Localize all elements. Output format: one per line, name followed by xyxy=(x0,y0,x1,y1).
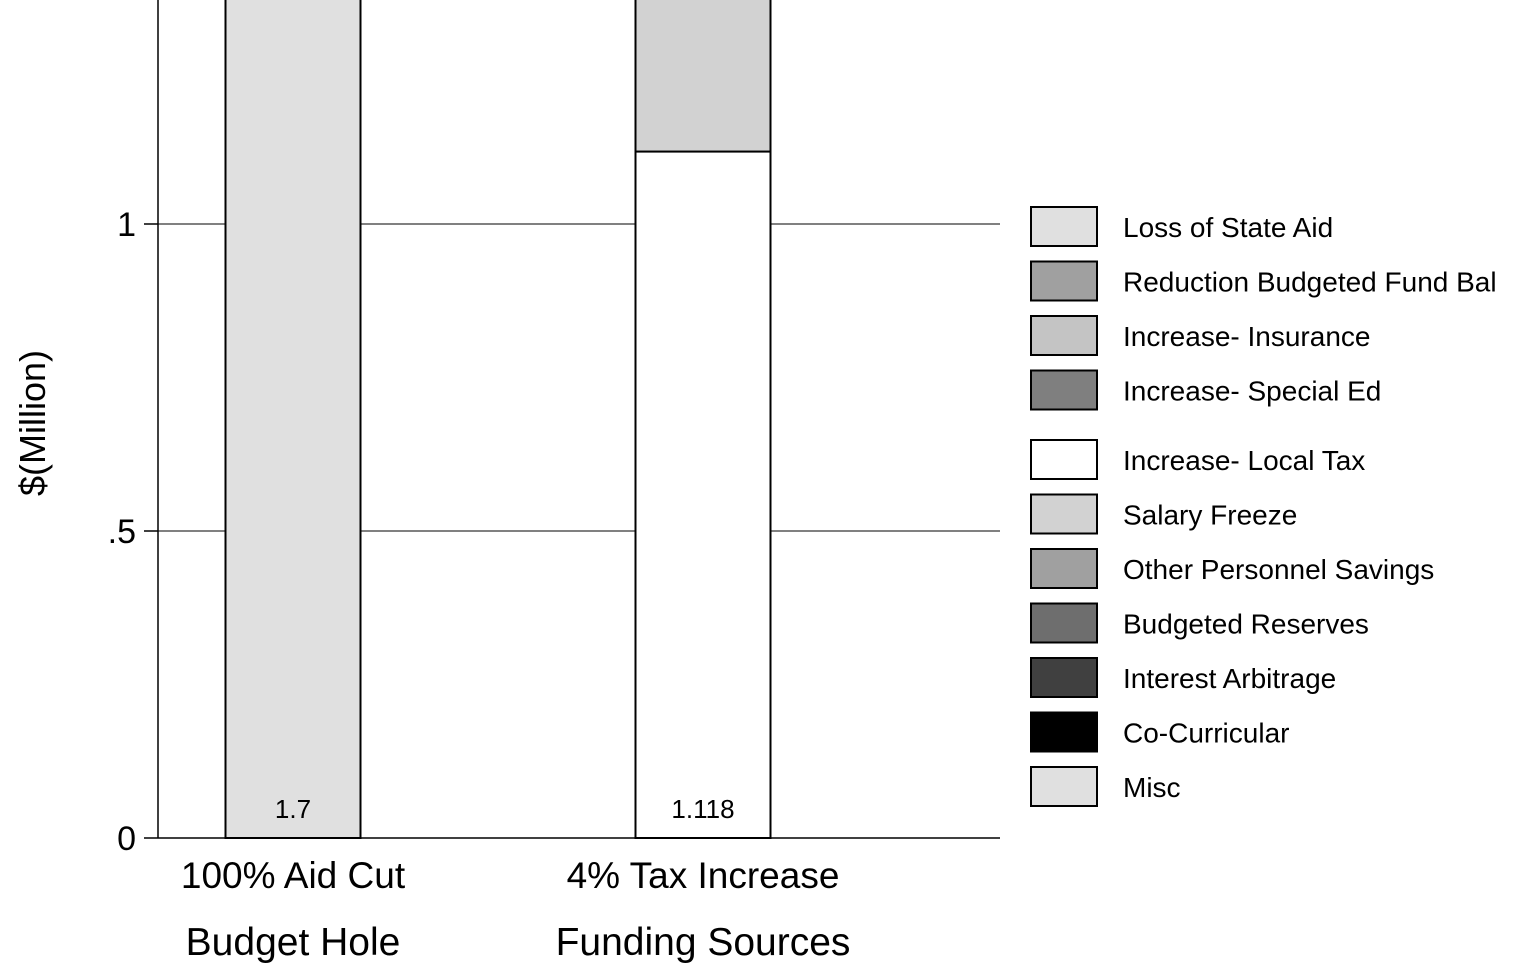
legend-swatch xyxy=(1030,766,1098,807)
bar-value-label: 1.7 xyxy=(275,794,311,824)
legend-swatch xyxy=(1030,493,1098,535)
y-tick-label: .5 xyxy=(108,513,136,551)
legend-label: Other Personnel Savings xyxy=(1123,554,1434,585)
legend-label: Salary Freeze xyxy=(1123,500,1297,531)
legend-swatch xyxy=(1030,711,1098,753)
legend-label: Co-Curricular xyxy=(1123,718,1289,749)
x-category-label: 100% Aid Cut xyxy=(181,855,406,896)
bar-value-label: .525 xyxy=(678,0,729,5)
bars: 1.7.366.361.151.118.525.385.2.2.08.083 xyxy=(224,0,772,840)
bar-segment xyxy=(224,0,362,840)
bar-segment xyxy=(634,150,772,840)
legend-swatch xyxy=(1030,260,1098,302)
legend-swatch xyxy=(1030,657,1098,698)
x-group-label: Budget Hole xyxy=(186,921,401,964)
x-group-label: Funding Sources xyxy=(556,921,851,964)
x-category-label: 4% Tax Increase xyxy=(567,855,840,896)
legend-label: Loss of State Aid xyxy=(1123,212,1333,243)
legend-swatch xyxy=(1030,548,1098,589)
legend-swatch xyxy=(1030,439,1098,480)
legend-label: Budgeted Reserves xyxy=(1123,609,1369,640)
legend-label: Interest Arbitrage xyxy=(1123,663,1336,694)
legend: Loss of State Aid Reduction Budgeted Fund… xyxy=(1030,206,1497,807)
legend-swatch xyxy=(1030,206,1098,247)
legend-swatch xyxy=(1030,602,1098,644)
legend-label: Misc xyxy=(1123,772,1181,803)
bar-value-label: 1.118 xyxy=(671,794,734,824)
y-axis-title: $(Million) xyxy=(12,350,53,496)
legend-label: Increase- Insurance xyxy=(1123,321,1370,352)
y-tick-label: 1 xyxy=(117,206,136,244)
legend-label: Increase- Local Tax xyxy=(1123,445,1365,476)
legend-label: Reduction Budgeted Fund Bal xyxy=(1123,267,1497,298)
legend-swatch xyxy=(1030,315,1098,356)
legend-swatch xyxy=(1030,369,1098,411)
bar-segment xyxy=(634,0,772,153)
y-tick-label: 0 xyxy=(117,820,136,858)
legend-label: Increase- Special Ed xyxy=(1123,376,1381,407)
